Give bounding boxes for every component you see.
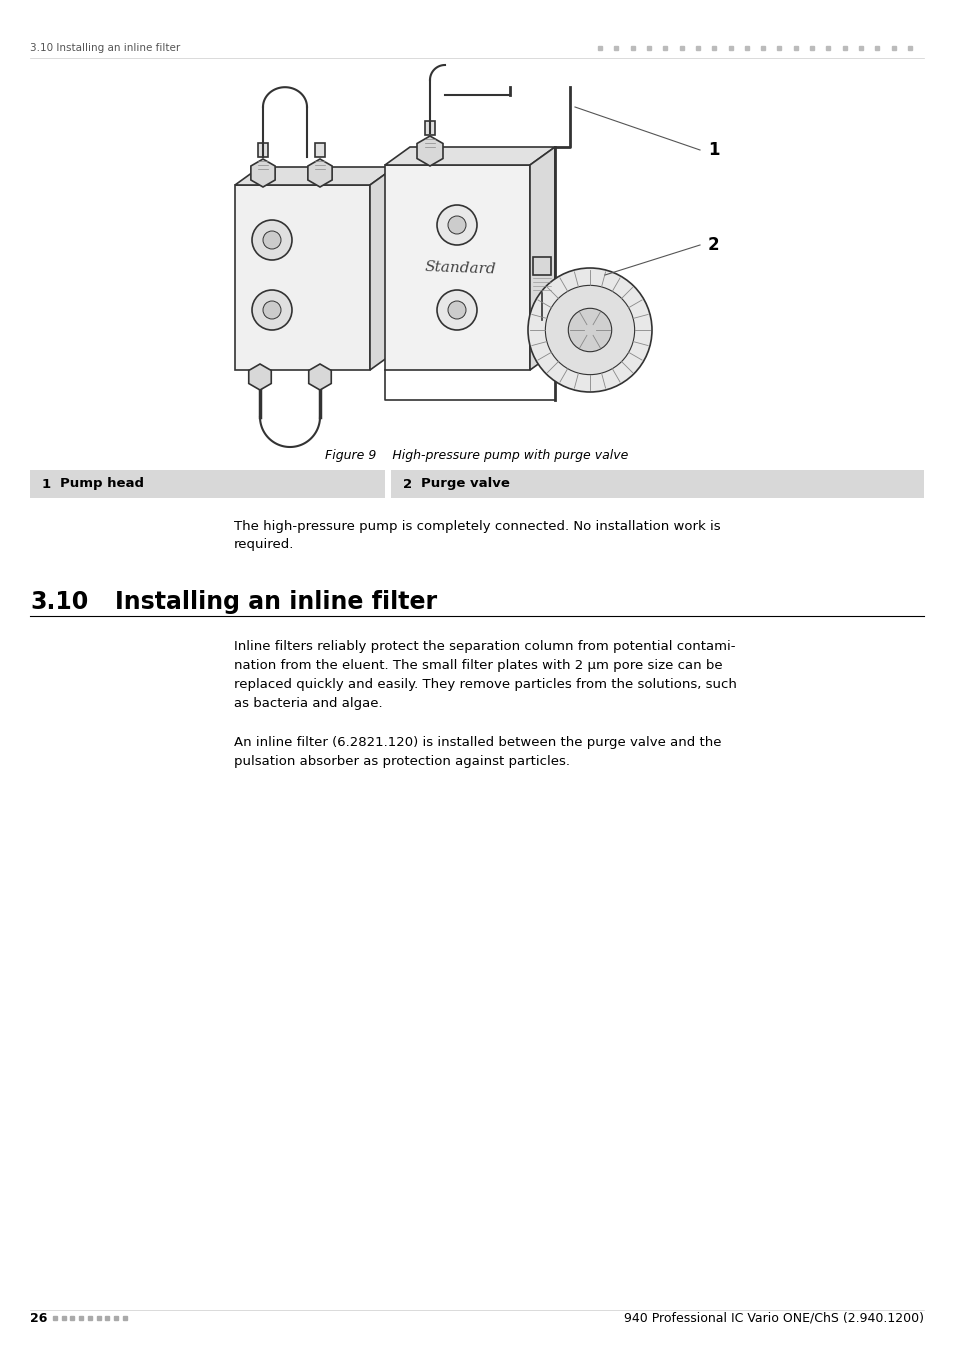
FancyBboxPatch shape [30, 470, 384, 498]
Polygon shape [385, 147, 555, 165]
Polygon shape [385, 165, 530, 370]
Text: nation from the eluent. The small filter plates with 2 μm pore size can be: nation from the eluent. The small filter… [233, 659, 721, 672]
Circle shape [527, 269, 651, 392]
Text: as bacteria and algae.: as bacteria and algae. [233, 697, 382, 710]
Bar [257, 143, 268, 157]
Circle shape [545, 285, 634, 375]
Text: 2: 2 [707, 236, 719, 254]
Circle shape [568, 308, 611, 352]
Circle shape [263, 301, 281, 319]
Text: required.: required. [233, 539, 294, 551]
Text: 26: 26 [30, 1311, 48, 1324]
Text: Figure 9    High-pressure pump with purge valve: Figure 9 High-pressure pump with purge v… [325, 448, 628, 462]
Circle shape [448, 216, 465, 234]
Text: pulsation absorber as protection against particles.: pulsation absorber as protection against… [233, 755, 569, 768]
Text: 3.10 Installing an inline filter: 3.10 Installing an inline filter [30, 43, 180, 53]
Text: 2: 2 [402, 478, 412, 490]
Bar [533, 256, 551, 275]
Text: 940 Professional IC Vario ONE/ChS (2.940.1200): 940 Professional IC Vario ONE/ChS (2.940… [623, 1311, 923, 1324]
Text: 1: 1 [42, 478, 51, 490]
Text: 1: 1 [707, 140, 719, 159]
Circle shape [252, 220, 292, 261]
Text: replaced quickly and easily. They remove particles from the solutions, such: replaced quickly and easily. They remove… [233, 678, 736, 691]
Circle shape [252, 290, 292, 329]
Circle shape [436, 205, 476, 244]
Text: Inline filters reliably protect the separation column from potential contami-: Inline filters reliably protect the sepa… [233, 640, 735, 653]
Bar [424, 122, 435, 135]
Circle shape [436, 290, 476, 329]
Bar [314, 143, 325, 157]
Text: Pump head: Pump head [60, 478, 144, 490]
Polygon shape [530, 147, 555, 370]
Text: Standard: Standard [423, 259, 496, 277]
Circle shape [448, 301, 465, 319]
Text: The high-pressure pump is completely connected. No installation work is: The high-pressure pump is completely con… [233, 520, 720, 533]
Text: Purge valve: Purge valve [420, 478, 509, 490]
Polygon shape [234, 167, 395, 185]
Polygon shape [370, 167, 395, 370]
Polygon shape [234, 185, 370, 370]
Text: An inline filter (6.2821.120) is installed between the purge valve and the: An inline filter (6.2821.120) is install… [233, 736, 720, 749]
Circle shape [263, 231, 281, 248]
Text: 3.10: 3.10 [30, 590, 89, 614]
Text: Installing an inline filter: Installing an inline filter [115, 590, 436, 614]
FancyBboxPatch shape [390, 470, 923, 498]
